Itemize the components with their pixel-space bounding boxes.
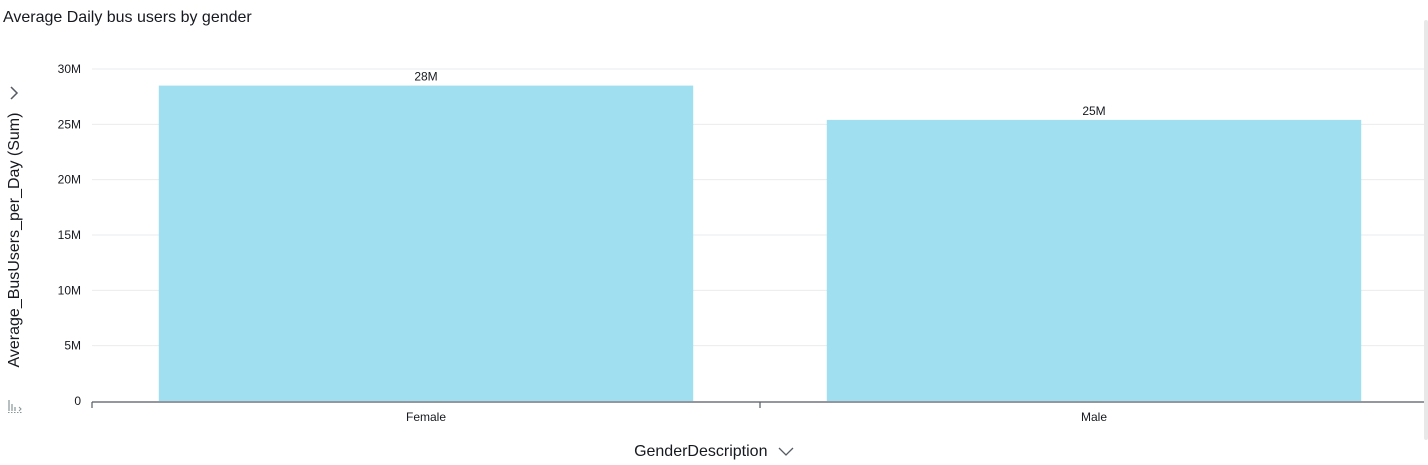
- y-axis-title[interactable]: Average_BusUsers_per_Day (Sum): [6, 112, 23, 368]
- y-tick-label: 10M: [58, 283, 81, 297]
- x-tick-label: Male: [1081, 410, 1107, 424]
- scrollbar[interactable]: [1424, 20, 1428, 440]
- x-axis-title-container: GenderDescription: [0, 443, 1428, 461]
- x-axis: Female Male: [91, 401, 1428, 424]
- y-tick-label: 25M: [58, 117, 81, 131]
- x-tick-label: Female: [406, 410, 446, 424]
- data-label: 25M: [1082, 104, 1105, 118]
- data-label: 28M: [414, 70, 437, 84]
- data-labels: 28M 25M: [414, 70, 1105, 118]
- y-tick-label: 5M: [64, 339, 81, 353]
- chevron-right-icon[interactable]: [8, 86, 20, 104]
- chart-title: Average Daily bus users by gender: [3, 9, 252, 26]
- bar-male[interactable]: [826, 119, 1362, 401]
- y-tick-label: 15M: [58, 228, 81, 242]
- chevron-down-icon[interactable]: [778, 443, 794, 461]
- y-axis-title-container: Average_BusUsers_per_Day (Sum): [0, 90, 30, 390]
- y-tick-label: 30M: [58, 62, 81, 76]
- bars: [158, 85, 1362, 401]
- y-tick-label: 0: [74, 394, 81, 408]
- bar-female[interactable]: [158, 85, 694, 401]
- sort-icon[interactable]: [7, 398, 23, 414]
- y-tick-label: 20M: [58, 173, 81, 187]
- y-axis-ticks: 0 5M 10M 15M 20M 25M 30M: [58, 62, 82, 408]
- x-axis-title[interactable]: GenderDescription: [634, 443, 768, 460]
